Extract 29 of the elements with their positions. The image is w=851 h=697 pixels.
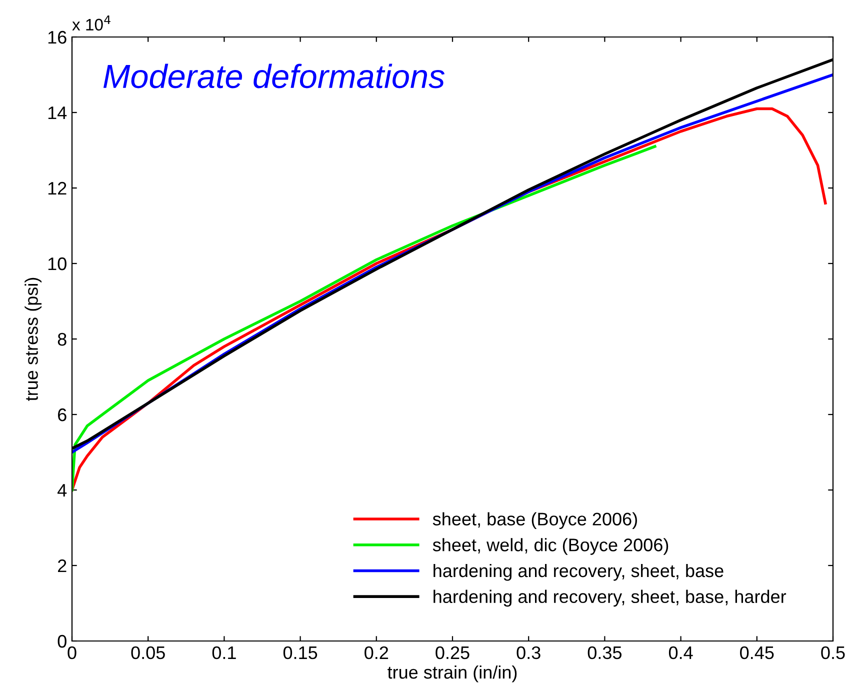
y-axis-title: true stress (psi) bbox=[24, 278, 42, 401]
text: x 10$^{4}$ bbox=[72, 16, 110, 31]
x-tick-label: 0.45 bbox=[740, 646, 774, 660]
y-tick-label: 2 bbox=[58, 559, 66, 572]
x-tick-label: 0.3 bbox=[516, 646, 540, 660]
y-tick-label: 10 bbox=[48, 257, 66, 270]
x-tick-label: 0.35 bbox=[588, 646, 622, 660]
x-tick-label: 0.5 bbox=[821, 646, 845, 660]
x-tick-label: 0.4 bbox=[668, 646, 693, 660]
x-tick-label: 0 bbox=[68, 646, 76, 660]
legend-label: hardening and recovery, sheet, base, harder bbox=[434, 590, 786, 607]
y-tick-label: 4 bbox=[58, 484, 67, 497]
y-tick-label: 6 bbox=[58, 408, 66, 422]
x-tick-label: 0.2 bbox=[364, 646, 388, 660]
legend-label: sheet, base (Boyce 2006) bbox=[432, 512, 637, 530]
x-axis-title: true strain (in/in) bbox=[388, 665, 517, 682]
x-tick-label: 0.05 bbox=[131, 646, 165, 660]
annotation: Moderate deformations bbox=[103, 64, 445, 88]
y-tick-label: 12 bbox=[48, 182, 66, 195]
legend-label: sheet, weld, dic (Boyce 2006) bbox=[432, 538, 668, 555]
y-tick-label: 8 bbox=[58, 332, 66, 346]
y-tick-label: 16 bbox=[48, 30, 66, 44]
x-tick-label: 0.15 bbox=[283, 646, 318, 660]
line-series bbox=[72, 145, 656, 492]
x-tick-label: 0.25 bbox=[436, 646, 470, 660]
x-tick-label: 0.1 bbox=[212, 646, 236, 660]
y-tick-label: 14 bbox=[48, 106, 67, 120]
legend-label: hardening and recovery, sheet, base bbox=[434, 564, 724, 581]
y-tick-label: 0 bbox=[58, 634, 66, 648]
